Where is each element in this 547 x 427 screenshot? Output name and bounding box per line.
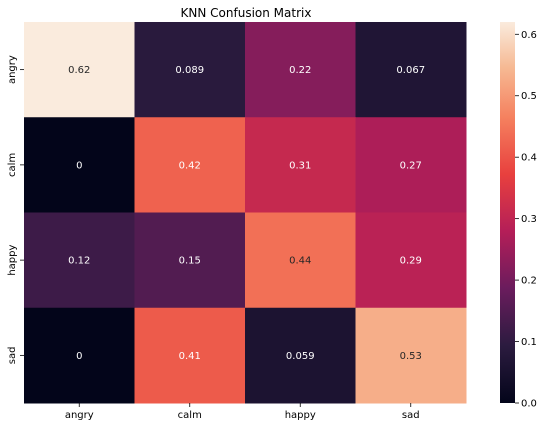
- cell-value-label: 0: [76, 160, 82, 171]
- cell-value-label: 0.62: [68, 65, 90, 76]
- cell-value-label: 0.41: [179, 351, 201, 362]
- x-tick-label: calm: [178, 410, 202, 421]
- cell-value-label: 0: [76, 351, 82, 362]
- heatmap-cell: [245, 212, 356, 309]
- heatmap-cell: [355, 22, 467, 118]
- cell-value-label: 0.27: [400, 160, 422, 171]
- x-axis: angry calm happy sad: [65, 403, 420, 421]
- heatmap-cell: [245, 117, 356, 213]
- x-tick-label: happy: [285, 410, 316, 421]
- heatmap-cell: [245, 307, 356, 404]
- colorbar-tick-label: 0.3: [521, 214, 537, 225]
- cell-value-label: 0.42: [179, 160, 201, 171]
- cell-value-label: 0.22: [289, 65, 311, 76]
- colorbar-tick-label: 0.0: [521, 399, 537, 410]
- colorbar: [500, 22, 515, 403]
- cell-value-label: 0.059: [286, 351, 315, 362]
- cell-value-label: 0.53: [400, 351, 422, 362]
- heatmap-cell: [24, 117, 135, 213]
- cell-value-label: 0.44: [289, 256, 311, 267]
- chart-title: KNN Confusion Matrix: [181, 6, 312, 20]
- heatmap-cells: [24, 22, 467, 404]
- y-tick-label: sad: [7, 347, 18, 365]
- cell-value-label: 0.089: [175, 65, 204, 76]
- y-axis: angry calm happy sad: [7, 55, 24, 364]
- x-tick-label: angry: [65, 410, 94, 421]
- heatmap-cell: [134, 212, 246, 309]
- colorbar-axis: 0.0 0.1 0.2 0.3 0.4 0.5 0.6: [515, 30, 537, 410]
- heatmap-cell: [134, 117, 246, 213]
- colorbar-tick-label: 0.5: [521, 91, 537, 102]
- heatmap-cell-labels: 0.62 0.089 0.22 0.067 0 0.42 0.31 0.27 0.12 0.15 0…: [68, 65, 425, 362]
- heatmap-cell: [355, 212, 467, 309]
- heatmap-cell: [24, 22, 135, 118]
- colorbar-tick-label: 0.6: [521, 30, 537, 41]
- heatmap-cell: [355, 117, 467, 213]
- heatmap-cell: [134, 22, 246, 118]
- cell-value-label: 0.15: [179, 256, 201, 267]
- cell-value-label: 0.29: [400, 256, 422, 267]
- y-tick-label: happy: [7, 245, 18, 276]
- colorbar-tick-label: 0.4: [521, 153, 537, 164]
- cell-value-label: 0.12: [68, 256, 90, 267]
- colorbar-tick-label: 0.1: [521, 337, 537, 348]
- cell-value-label: 0.067: [396, 65, 425, 76]
- cell-value-label: 0.31: [289, 160, 311, 171]
- heatmap-cell: [355, 307, 467, 404]
- y-tick-label: angry: [7, 55, 18, 84]
- y-tick-label: calm: [7, 153, 18, 177]
- heatmap-cell: [24, 307, 135, 404]
- heatmap-cell: [245, 22, 356, 118]
- heatmap-cell: [134, 307, 246, 404]
- x-tick-label: sad: [402, 410, 420, 421]
- heatmap-cell: [24, 212, 135, 309]
- colorbar-tick-label: 0.2: [521, 276, 537, 287]
